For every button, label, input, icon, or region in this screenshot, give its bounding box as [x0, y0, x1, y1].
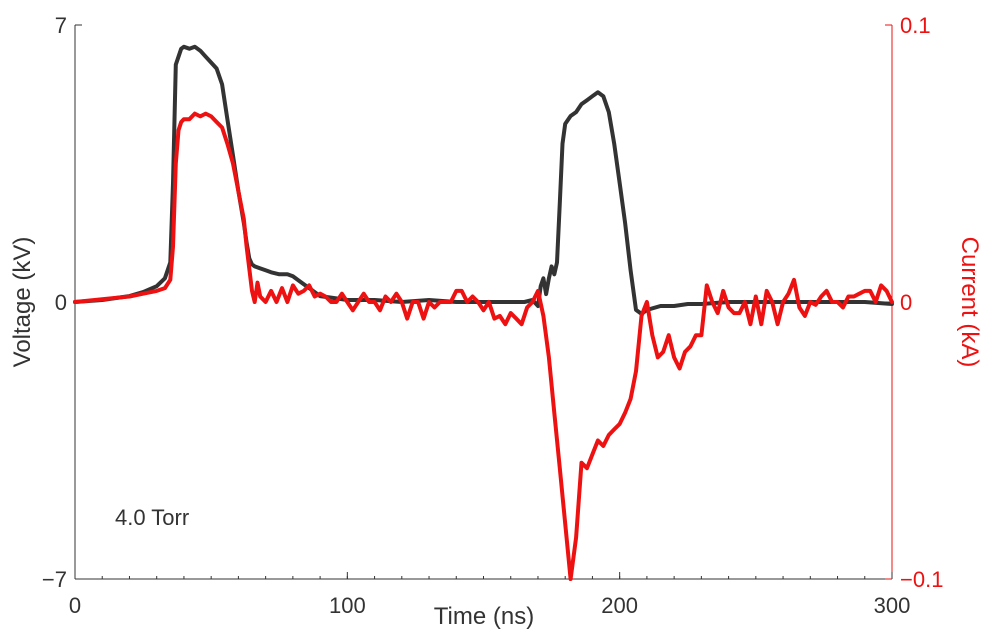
x-axis-title: Time (ns) [434, 603, 534, 630]
current-series-line [73, 111, 894, 581]
x-ticks: 0 100 200 300 [69, 572, 910, 618]
right-y-ticks: −0.1 0 0.1 [885, 13, 943, 592]
pressure-annotation: 4.0 Torr [115, 505, 189, 530]
x-tick-label: 0 [69, 593, 81, 618]
x-tick-label: 300 [874, 593, 911, 618]
right-y-tick-label: 0 [900, 290, 912, 315]
left-y-tick-label: 0 [55, 290, 67, 315]
left-y-tick-label: 7 [55, 13, 67, 38]
left-y-ticks: −7 0 7 [42, 13, 82, 592]
series-lines [73, 44, 894, 581]
voltage-series-line [73, 44, 894, 316]
right-y-tick-label: 0.1 [900, 13, 931, 38]
left-y-tick-label: −7 [42, 567, 67, 592]
x-tick-label: 100 [329, 593, 366, 618]
right-y-axis-title: Current (kA) [956, 237, 983, 368]
x-tick-label: 200 [601, 593, 638, 618]
left-y-axis-title: Voltage (kV) [9, 237, 36, 368]
right-y-tick-label: −0.1 [900, 567, 943, 592]
